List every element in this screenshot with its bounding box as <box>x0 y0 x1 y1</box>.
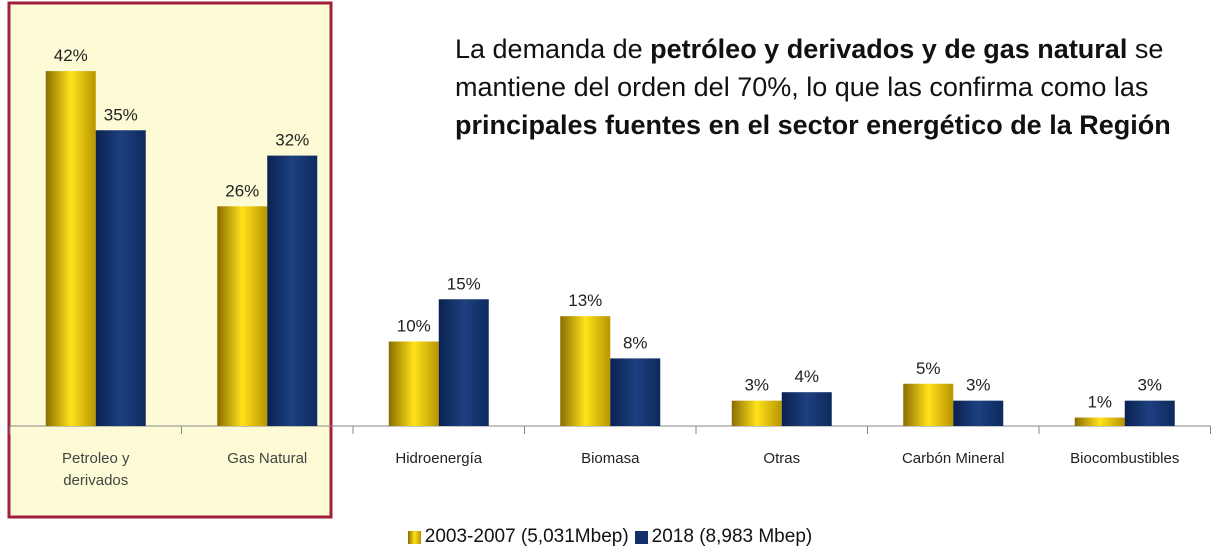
bar <box>781 392 832 426</box>
value-label: 15% <box>447 274 481 293</box>
x-tick-label: Gas Natural <box>227 450 308 467</box>
legend: 2003-2007 (5,031Mbep) 2018 (8,983 Mbep) <box>0 526 1214 548</box>
bar <box>438 299 489 426</box>
bar <box>267 155 318 426</box>
value-label: 35% <box>104 105 138 124</box>
legend-swatch <box>634 530 648 544</box>
value-label: 4% <box>794 367 819 386</box>
value-label: 42% <box>54 46 88 65</box>
value-label: 3% <box>744 376 769 395</box>
value-label: 5% <box>916 359 941 378</box>
bar <box>95 130 146 426</box>
legend-swatch <box>407 530 421 544</box>
bar <box>903 383 954 426</box>
x-tick-label: Otras <box>763 450 801 467</box>
bar <box>953 400 1004 426</box>
annotation-text: La demanda de <box>455 34 651 64</box>
bar <box>388 341 439 426</box>
bar <box>45 71 96 426</box>
value-label: 13% <box>568 291 602 310</box>
value-label: 1% <box>1087 393 1112 412</box>
bar <box>731 400 782 426</box>
value-label: 10% <box>397 317 431 336</box>
value-label: 3% <box>1137 376 1162 395</box>
x-tick-label: Carbón Mineral <box>901 450 1005 467</box>
bar <box>217 206 268 426</box>
x-tick-label: Petroleo y derivados <box>61 450 130 489</box>
bar <box>1124 400 1175 426</box>
value-label: 32% <box>275 131 309 150</box>
legend-label: 2018 (8,983 Mbep) <box>651 526 813 547</box>
x-tick-label: Hidroenergía <box>395 450 483 467</box>
annotation: La demanda de petróleo y derivados y de … <box>455 30 1195 144</box>
annotation-bold: petróleo y derivados y de gas natural <box>650 34 1128 64</box>
value-label: 8% <box>623 333 648 352</box>
bar <box>1074 417 1125 426</box>
value-label: 3% <box>966 376 991 395</box>
bar <box>560 316 611 426</box>
x-tick-label: Biomasa <box>581 450 640 467</box>
bar <box>610 358 661 426</box>
legend-label: 2003-2007 (5,031Mbep) <box>424 526 629 547</box>
annotation-bold: principales fuentes en el sector energét… <box>455 110 1171 140</box>
annotation-text: se mantiene del orden del 70%, lo que la… <box>455 34 1164 102</box>
x-tick-label: Biocombustibles <box>1070 450 1180 467</box>
value-label: 26% <box>225 181 259 200</box>
